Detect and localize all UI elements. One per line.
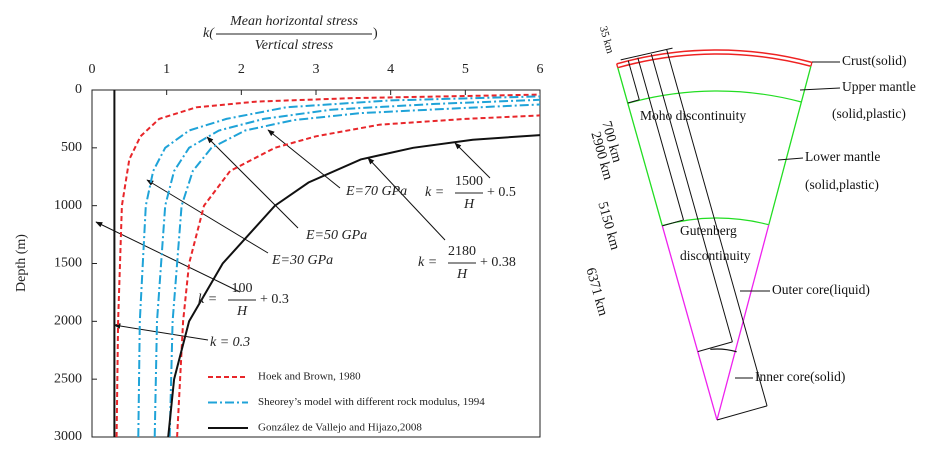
x-label-prefix: k( — [203, 26, 215, 41]
formula-numerator: 1500 — [455, 174, 483, 189]
y-tick-label: 500 — [61, 140, 82, 155]
arrow — [455, 143, 490, 178]
dimension-tick — [717, 406, 767, 420]
formula-lhs: k = — [418, 255, 437, 270]
annotation: E=50 GPa — [305, 228, 367, 243]
arrow — [268, 130, 340, 188]
leader-line — [778, 158, 803, 160]
region-label: Lower mantle — [805, 149, 880, 164]
dimension-line — [651, 54, 732, 342]
dimension-line — [638, 58, 684, 220]
x-axis-label: k( Mean horizontal stress Vertical stres… — [203, 14, 378, 53]
region-label: discontinuity — [680, 248, 751, 263]
y-tick-label: 1000 — [54, 198, 82, 213]
x-tick-label: 6 — [537, 62, 544, 77]
formula-rhs: + 0.3 — [260, 292, 289, 307]
figure: Depth (m) k( Mean horizontal stress Vert… — [0, 0, 935, 454]
region-label: (solid,plastic) — [832, 106, 906, 121]
chart: Depth (m) k( Mean horizontal stress Vert… — [14, 14, 543, 444]
crust-edge — [617, 64, 618, 68]
inner-core-boundary — [710, 349, 736, 352]
arrow — [114, 325, 208, 340]
annotation-arrows — [96, 130, 490, 340]
x-tick-label: 2 — [238, 62, 245, 77]
page: Depth (m) k( Mean horizontal stress Vert… — [0, 0, 935, 454]
x-label-denominator: Vertical stress — [255, 38, 334, 53]
y-tick-label: 2500 — [54, 371, 82, 386]
dimension-label: 6371 km — [582, 266, 610, 318]
region-label: Crust(solid) — [842, 53, 907, 68]
x-tick-label: 0 — [89, 62, 96, 77]
y-tick-label: 2000 — [54, 314, 82, 329]
formula-denominator: H — [456, 267, 468, 282]
x-tick-label: 5 — [462, 62, 469, 77]
dimension-label: 5150 km — [594, 200, 622, 252]
x-tick-label: 4 — [387, 62, 394, 77]
formula-denominator: H — [236, 304, 248, 319]
region-label: Gutenberg — [680, 223, 737, 238]
x-tick-label: 1 — [163, 62, 170, 77]
region-label: Moho discontinuity — [640, 108, 746, 123]
upper-mantle-boundary — [628, 91, 802, 103]
formula-denominator: H — [463, 197, 475, 212]
annotation: E=30 GPa — [271, 253, 333, 268]
y-tick-label: 3000 — [54, 429, 82, 444]
leader-line — [800, 88, 840, 90]
region-label: (solid,plastic) — [805, 177, 879, 192]
crust-outer — [617, 50, 812, 64]
region-label: Outer core(liquid) — [772, 282, 870, 297]
y-tick-label: 1500 — [54, 256, 82, 271]
legend-label: Hoek and Brown, 1980 — [258, 371, 361, 383]
mantle-edge — [618, 68, 662, 226]
crust-edge — [811, 62, 812, 66]
legend-label: Sheorey’s model with different rock modu… — [258, 396, 485, 408]
x-label-numerator: Mean horizontal stress — [229, 14, 358, 29]
region-label: Upper mantle — [842, 79, 916, 94]
formula-lhs: k = — [425, 185, 444, 200]
dimension-label: 35 km — [597, 25, 616, 55]
x-tick-label: 3 — [313, 62, 320, 77]
legend-label: González de Vallejo and Hijazo,2008 — [258, 422, 422, 434]
annotation: E=70 GPa — [345, 184, 407, 199]
y-axis-label: Depth (m) — [14, 234, 29, 292]
formula-numerator: 100 — [232, 281, 253, 296]
curve — [170, 105, 540, 438]
x-label-suffix: ) — [373, 26, 378, 41]
arrow — [207, 137, 298, 228]
formula-numerator: 2180 — [448, 244, 476, 259]
formula-lhs: k = — [198, 292, 217, 307]
arrow — [96, 222, 240, 292]
arrow — [147, 180, 268, 253]
dimension-tick — [628, 100, 640, 103]
curve — [177, 115, 540, 437]
formula-rhs: + 0.38 — [480, 255, 516, 270]
dimension-line — [628, 61, 639, 100]
formula-rhs: + 0.5 — [487, 185, 516, 200]
annotation: k = 0.3 — [210, 335, 250, 350]
region-label: Inner core(solid) — [755, 369, 845, 384]
y-tick-label: 0 — [75, 82, 82, 97]
